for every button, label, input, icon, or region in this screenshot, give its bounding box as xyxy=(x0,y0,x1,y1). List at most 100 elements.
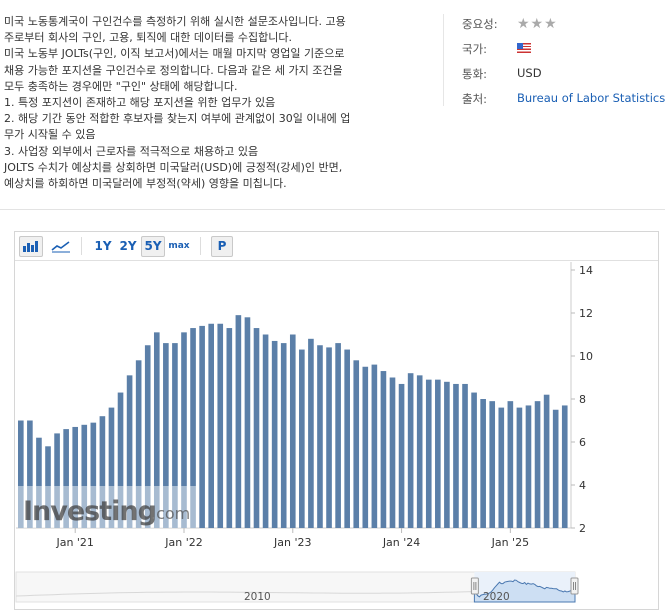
bar xyxy=(181,332,187,528)
description-line: 미국 노동통계국이 구인건수를 측정하기 위해 실시한 설문조사입니다. 고용 xyxy=(4,15,346,28)
bar xyxy=(253,328,260,528)
bar xyxy=(462,383,468,528)
us-flag-icon xyxy=(517,43,531,53)
navigator-handle[interactable] xyxy=(470,577,479,595)
bar xyxy=(36,437,42,528)
bar xyxy=(398,383,405,528)
bar-chart-icon[interactable] xyxy=(19,236,43,257)
bar xyxy=(453,383,459,528)
currency-value: USD xyxy=(517,66,542,80)
bar-chart-plot: 2 4 6 8 10 12 14 Jan '21 Jan '22 Jan '23 Jan '24 Ja… xyxy=(15,262,593,603)
bar xyxy=(552,409,559,528)
x-tick-label: Jan '21 xyxy=(55,536,93,549)
bar xyxy=(108,407,115,528)
bar xyxy=(226,328,233,528)
bar xyxy=(144,345,151,528)
chart-toolbar: 1Y 2Y 5Y max P xyxy=(15,232,658,261)
bar xyxy=(135,360,142,528)
y-tick-label: 4 xyxy=(579,479,586,492)
description-line: 미국 노동부 JOLTs(구인, 이직 보고서)에서는 매월 마지막 영업일 기… xyxy=(4,47,345,61)
bar xyxy=(362,366,369,528)
source-label: 출처: xyxy=(462,92,488,106)
bar xyxy=(99,416,106,528)
bar xyxy=(18,420,24,528)
importance-stars-icon: ★★★ xyxy=(517,16,558,32)
bar xyxy=(54,433,60,528)
description-line: 3. 사업장 외부에서 근로자를 적극적으로 채용하고 있음 xyxy=(4,144,259,158)
source-link[interactable]: Bureau of Labor Statistics xyxy=(517,91,665,105)
bar xyxy=(516,407,523,528)
range-max-button[interactable]: max xyxy=(168,241,190,251)
bar xyxy=(199,325,205,528)
bar xyxy=(262,334,269,528)
print-button[interactable]: P xyxy=(211,236,233,257)
bar xyxy=(190,328,196,528)
description-line: 주로부터 회사의 구인, 고용, 퇴직에 대한 데이터를 수집합니다. xyxy=(4,31,292,45)
y-tick-label: 14 xyxy=(579,264,593,277)
bar xyxy=(45,446,51,528)
bar xyxy=(163,343,169,528)
range-5y-button[interactable]: 5Y xyxy=(141,236,165,257)
bar xyxy=(480,399,486,528)
bar xyxy=(416,375,423,528)
bar xyxy=(444,381,450,528)
bar xyxy=(317,345,323,528)
watermark-brand: Investing xyxy=(23,496,156,527)
bar xyxy=(27,420,33,528)
meta-divider xyxy=(443,14,444,106)
bar xyxy=(507,401,514,528)
bar xyxy=(407,373,414,528)
bar xyxy=(561,405,568,528)
bar xyxy=(389,377,396,528)
bar xyxy=(217,323,224,528)
bar xyxy=(280,343,287,528)
y-tick-label: 8 xyxy=(579,393,586,406)
bar xyxy=(380,371,387,528)
description-line: 무가 시작될 수 있음 xyxy=(4,128,96,142)
bar xyxy=(208,323,214,528)
bar xyxy=(471,392,477,528)
x-tick-label: Jan '22 xyxy=(164,536,202,549)
watermark-suffix: .com xyxy=(151,504,190,523)
description-line: 모두 충족하는 경우에만 "구인" 상태에 해당합니다. xyxy=(4,79,238,93)
bar xyxy=(498,407,505,528)
y-tick-label: 2 xyxy=(579,522,586,535)
y-tick-label: 10 xyxy=(579,350,593,363)
watermark-backdrop xyxy=(18,486,196,528)
investing-logo: Investing.com xyxy=(18,486,196,528)
navigator-label: 2010 xyxy=(244,591,271,603)
importance-label: 중요성: xyxy=(462,17,498,31)
x-tick-label: Jan '23 xyxy=(273,536,311,549)
bar xyxy=(435,379,441,528)
bar xyxy=(271,340,278,528)
chart-container: 1Y 2Y 5Y max P 2 4 6 8 10 12 14 Jan '21 Jan '22 J… xyxy=(14,231,659,610)
range-1y-button[interactable]: 1Y xyxy=(94,239,112,253)
x-tick-label: Jan '25 xyxy=(491,536,529,549)
bar xyxy=(299,349,305,528)
y-tick-label: 6 xyxy=(579,436,586,449)
bar xyxy=(489,401,496,528)
description-line: JOLTS 수치가 예상치를 상회하면 미국달러(USD)에 긍정적(강세)인 … xyxy=(4,160,343,174)
bar xyxy=(308,338,314,528)
bar xyxy=(371,364,378,528)
description-line: 예상치를 하회하면 미국달러에 부정적(약세) 영향을 미칩니다. xyxy=(4,177,287,191)
bar xyxy=(289,334,296,528)
section-divider xyxy=(0,209,665,210)
bar xyxy=(326,347,332,528)
range-2y-button[interactable]: 2Y xyxy=(119,239,137,253)
description-line: 2. 해당 기간 동안 적합한 후보자를 찾는지 여부에 관계없이 30일 이내… xyxy=(4,112,351,126)
y-tick-label: 12 xyxy=(579,307,593,320)
bar xyxy=(244,317,251,528)
line-chart-icon[interactable] xyxy=(48,236,74,257)
toolbar-divider xyxy=(200,237,201,255)
navigator-handle[interactable] xyxy=(570,577,579,595)
description-line: 1. 특정 포지션이 존재하고 해당 포지션을 위한 업무가 있음 xyxy=(4,96,276,110)
currency-label: 통화: xyxy=(462,67,488,81)
bar xyxy=(117,392,124,528)
bar xyxy=(335,343,341,528)
navigator-label: 2020 xyxy=(483,591,510,603)
bar xyxy=(81,424,88,528)
bar xyxy=(172,343,178,528)
bar xyxy=(353,360,360,528)
